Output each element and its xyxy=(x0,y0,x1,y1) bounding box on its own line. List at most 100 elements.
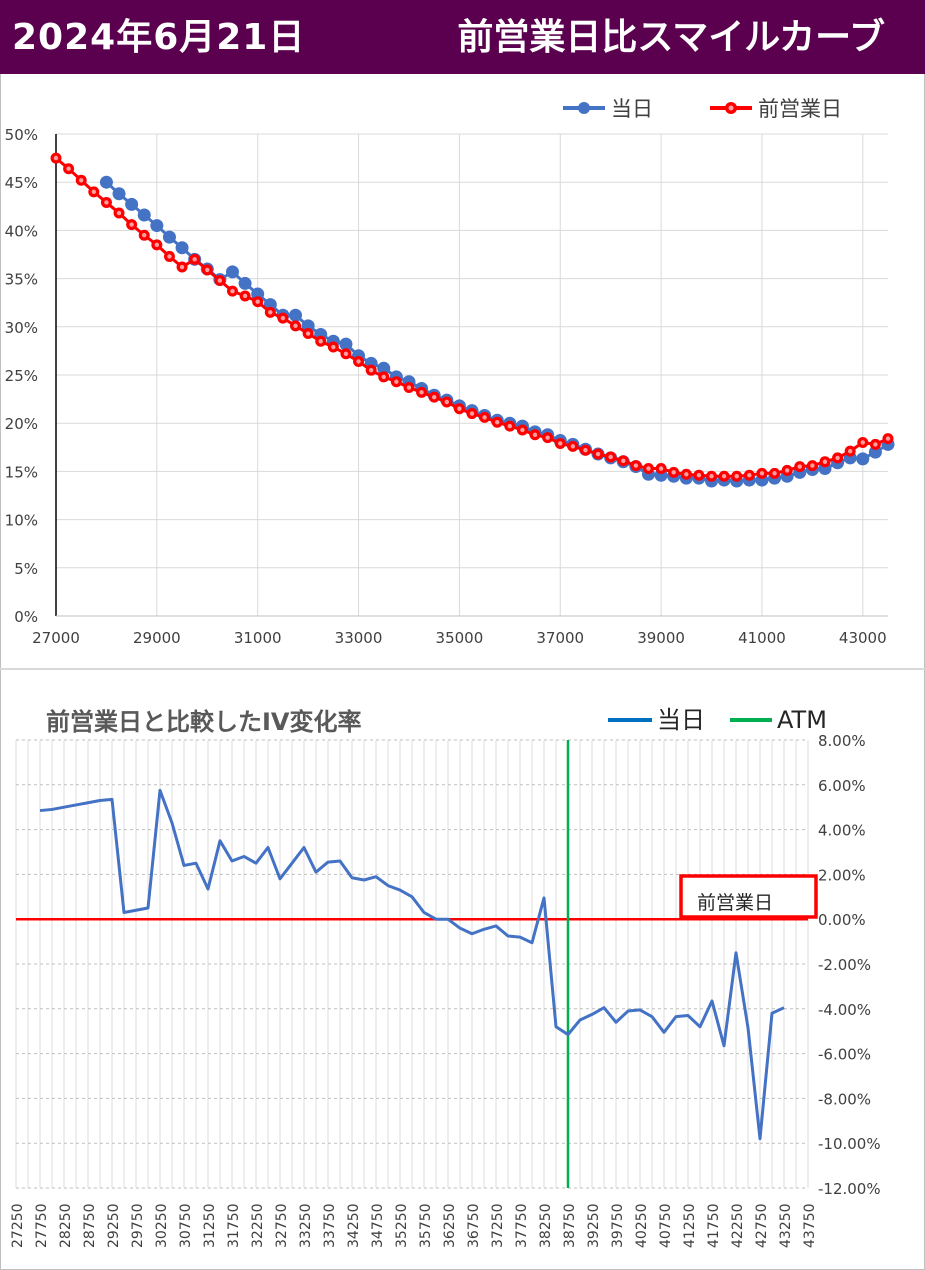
iv-chart-y-tick-labels: 8.00% 6.00% 4.00% 2.00% 0.00% -2.00% -4.00% -6.… xyxy=(818,732,881,1198)
section-divider xyxy=(0,668,925,670)
series-prev-point-center xyxy=(469,411,475,416)
x-tick-label: 40750 xyxy=(658,1203,674,1248)
y-tick-label: -6.00% xyxy=(818,1046,871,1064)
series-prev-point-center xyxy=(179,264,185,270)
x-tick-label: 37000 xyxy=(536,629,584,647)
series-prev-point-center xyxy=(394,379,399,384)
y-tick-label: 35% xyxy=(5,271,38,289)
x-tick-label: 29250 xyxy=(106,1203,122,1248)
series-prev-point-center xyxy=(558,441,563,446)
series-today-point xyxy=(856,452,870,466)
series-today-point xyxy=(162,230,176,244)
series-prev-point-center xyxy=(570,444,576,449)
x-tick-label: 28750 xyxy=(82,1203,98,1248)
series-prev-point-center xyxy=(797,464,802,469)
x-tick-label: 34750 xyxy=(370,1203,386,1248)
x-tick-label: 39750 xyxy=(610,1203,626,1248)
x-tick-label: 30750 xyxy=(178,1203,194,1248)
x-tick-label: 43750 xyxy=(802,1203,818,1248)
x-tick-label: 37750 xyxy=(514,1203,530,1248)
prev-day-annotation-label: 前営業日 xyxy=(697,892,773,914)
iv-chart-series xyxy=(16,740,808,1188)
series-prev-point-center xyxy=(495,420,500,425)
series-today-point xyxy=(137,208,151,222)
x-tick-label: 27750 xyxy=(34,1203,50,1248)
series-prev-point-center xyxy=(268,310,273,315)
series-today-point xyxy=(175,241,189,255)
series-today-point xyxy=(289,308,303,322)
x-tick-label: 33000 xyxy=(335,629,383,647)
y-tick-label: 45% xyxy=(5,174,38,192)
header-title: 前営業日比スマイルカーブ xyxy=(457,17,885,58)
series-prev-point-center xyxy=(242,293,248,299)
x-tick-label: 39000 xyxy=(637,629,685,647)
y-tick-label: 15% xyxy=(5,463,38,481)
series-prev-point-center xyxy=(331,344,336,350)
y-tick-label: 10% xyxy=(5,512,38,530)
series-prev-point-center xyxy=(205,267,210,273)
series-today-point xyxy=(112,187,126,201)
x-tick-label: 41750 xyxy=(706,1203,722,1248)
x-tick-label: 38250 xyxy=(538,1203,554,1248)
x-tick-label: 30250 xyxy=(154,1203,170,1248)
x-tick-label: 36250 xyxy=(442,1203,458,1248)
y-tick-label: -10.00% xyxy=(818,1135,881,1153)
y-tick-label: 6.00% xyxy=(818,777,866,795)
x-tick-label: 31250 xyxy=(202,1203,218,1248)
smile-curve-gridlines xyxy=(55,133,888,617)
series-today-point xyxy=(868,445,882,459)
series-prev-point-center xyxy=(671,470,676,475)
legend-swatch-prev-marker-center xyxy=(728,105,734,111)
series-prev-point-center xyxy=(721,474,727,479)
smile-curve-x-tick-labels: 27000 29000 31000 33000 35000 37000 39000 41000… xyxy=(32,629,887,647)
legend-label-today: 当日 xyxy=(657,706,705,734)
series-prev-point-center xyxy=(696,473,702,478)
smile-curve-y-tick-labels: 0% 5% 10% 15% 20% 25% 30% 35% 40% 45% 50% xyxy=(5,126,38,626)
x-tick-label: 35000 xyxy=(436,629,484,647)
series-prev-point-center xyxy=(709,474,714,479)
series-prev-point-center xyxy=(79,178,84,183)
x-tick-label: 31000 xyxy=(234,629,282,647)
smile-curve-legend: 当日 前営業日 xyxy=(563,97,842,121)
y-tick-label: 40% xyxy=(5,222,38,240)
x-tick-label: 29750 xyxy=(130,1203,146,1248)
series-today-line xyxy=(105,181,889,483)
series-prev-point-center xyxy=(583,447,588,453)
series-prev-point-center xyxy=(772,471,777,476)
series-prev-point-center xyxy=(343,351,349,356)
y-tick-label: 50% xyxy=(5,126,38,144)
x-tick-label: 36750 xyxy=(466,1203,482,1248)
x-tick-label: 37250 xyxy=(490,1203,506,1248)
y-tick-label: -4.00% xyxy=(818,1001,871,1019)
series-prev-point-center xyxy=(53,155,59,161)
y-tick-label: 25% xyxy=(5,367,38,385)
y-tick-label: 4.00% xyxy=(818,822,866,840)
legend-label-prev: 前営業日 xyxy=(758,97,842,121)
series-today-point xyxy=(251,287,265,301)
series-prev-point-center xyxy=(747,473,752,478)
series-prev-point-center xyxy=(873,442,878,447)
y-tick-label: 20% xyxy=(5,415,38,433)
prev-day-annotation-box xyxy=(679,874,818,919)
series-prev-point-center xyxy=(154,242,160,248)
series-today-point xyxy=(125,197,139,211)
x-tick-label: 27000 xyxy=(32,629,80,647)
x-tick-label: 39250 xyxy=(586,1203,602,1248)
x-tick-label: 43250 xyxy=(778,1203,794,1248)
series-prev-point-center xyxy=(633,463,639,468)
iv-chart-title: 前営業日と比較したIV変化率 xyxy=(46,708,362,736)
iv-change-chart: 前営業日と比較したIV変化率 当日 ATM 8.00% 6.00% 4.00% 2.0… xyxy=(10,706,881,1248)
series-today-point xyxy=(301,319,315,333)
x-tick-label: 28250 xyxy=(58,1203,74,1248)
x-tick-label: 29000 xyxy=(133,629,181,647)
y-tick-label: 0.00% xyxy=(818,911,866,929)
series-prev-point-center xyxy=(784,468,790,473)
series-prev-point-center xyxy=(545,435,550,440)
legend-label-atm: ATM xyxy=(777,706,827,734)
series-prev-point-center xyxy=(520,427,525,433)
x-tick-label: 40250 xyxy=(634,1203,650,1248)
prev-day-annotation: 前営業日 xyxy=(679,874,818,919)
y-tick-label: 5% xyxy=(14,560,38,578)
x-tick-label: 33750 xyxy=(322,1203,338,1248)
series-prev-point-center xyxy=(293,323,298,329)
